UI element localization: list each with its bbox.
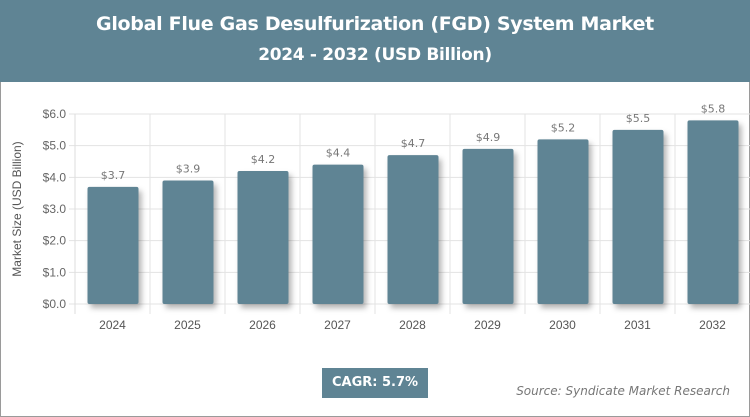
bar-2027 [312,164,364,304]
y-tick-label: $4.0 [43,170,67,184]
x-tick-label: 2024 [99,318,126,332]
bar-2030 [537,139,589,304]
data-label: $3.9 [176,163,201,176]
data-label: $4.2 [251,153,276,166]
data-label: $4.4 [326,147,351,160]
bar-2028 [387,155,439,304]
y-tick-label: $3.0 [43,202,67,216]
y-tick-label: $2.0 [43,234,67,248]
data-label: $4.7 [401,137,426,150]
y-tick-label: $0.0 [43,297,67,311]
bar-2031 [612,129,664,304]
x-tick-label: 2030 [549,318,576,332]
bar-2029 [462,148,514,304]
data-label: $5.2 [551,121,576,134]
chart-subtitle: 2024 - 2032 (USD Billion) [258,45,492,65]
source-note: Source: Syndicate Market Research [516,384,730,398]
x-tick-label: 2026 [249,318,276,332]
chart-header: Global Flue Gas Desulfurization (FGD) Sy… [0,0,750,82]
x-tick-label: 2027 [324,318,351,332]
y-axis-label: Market Size (USD Billion) [10,141,24,276]
bar-2032 [687,120,739,304]
bar-2024 [87,186,139,304]
bar-2025 [162,180,214,304]
chart-title: Global Flue Gas Desulfurization (FGD) Sy… [96,13,654,35]
bar-2026 [237,171,289,304]
x-tick-label: 2028 [399,318,426,332]
x-tick-label: 2025 [174,318,201,332]
x-tick-label: 2031 [624,318,651,332]
data-label: $5.5 [626,112,651,125]
x-tick-label: 2029 [474,318,501,332]
y-tick-label: $6.0 [43,107,67,121]
data-label: $4.9 [476,131,501,144]
data-label: $3.7 [101,169,126,182]
y-tick-label: $5.0 [43,139,67,153]
y-tick-label: $1.0 [43,265,67,279]
data-label: $5.8 [701,102,726,115]
cagr-badge: CAGR: 5.7% [322,368,428,398]
x-tick-label: 2032 [699,318,726,332]
